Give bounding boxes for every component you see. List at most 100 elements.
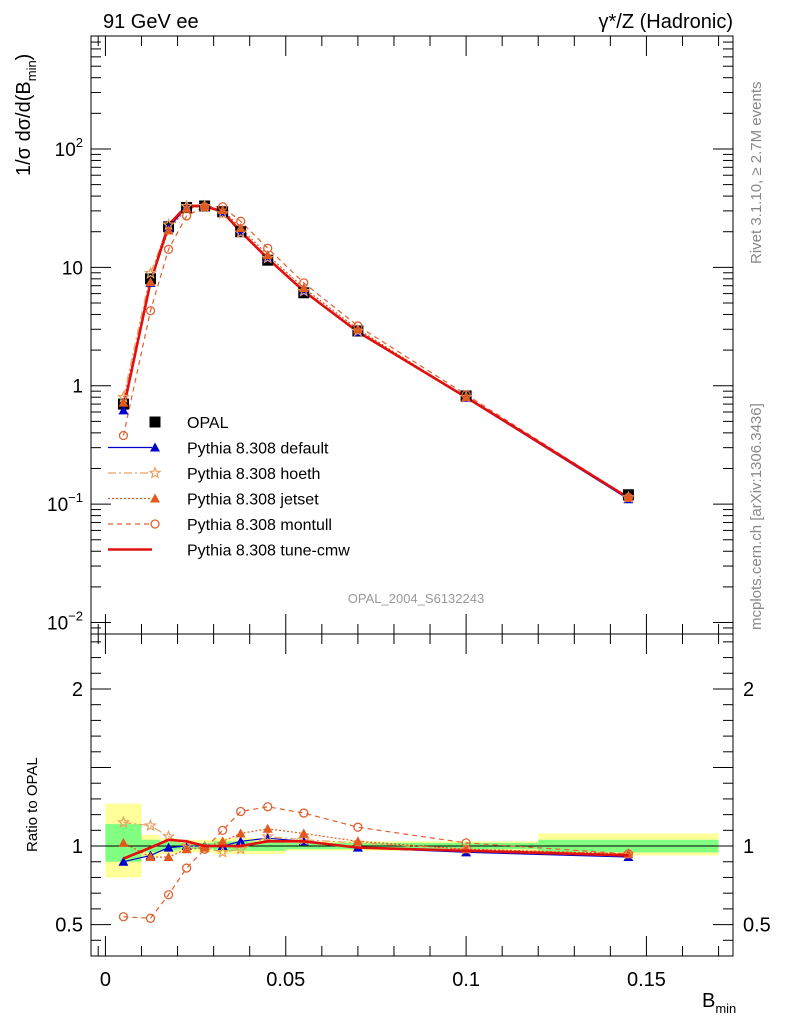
- legend-marker-default: [150, 442, 160, 452]
- rivet-version-label: Rivet 3.1.10, ≥ 2.7M events: [748, 82, 765, 265]
- main-point-default: [118, 405, 129, 415]
- ratio-y-tick-label-right-0: 0.5: [743, 915, 771, 937]
- ratio-point-jetset: [118, 837, 129, 847]
- legend-label-data: OPAL: [187, 415, 229, 432]
- legend-label-cmw: Pythia 8.308 tune-cmw: [187, 543, 350, 560]
- x-tick-label-0: 0: [100, 969, 111, 991]
- main-point-montull: [263, 243, 273, 253]
- analysis-watermark: OPAL_2004_S6132243: [348, 591, 484, 606]
- main-line-montull: [122, 206, 629, 498]
- main-point-montull: [353, 321, 363, 331]
- y-tick-label-main-0: 10−2: [47, 609, 83, 635]
- ratio-point-montull: [623, 849, 634, 859]
- ratio-point-hoeth: [216, 845, 230, 858]
- x-tick-label-3: 0.15: [627, 969, 666, 991]
- main-point-hoeth: [143, 266, 158, 279]
- ratio-point-montull: [353, 822, 363, 832]
- ratio-point-jetset: [262, 823, 273, 833]
- ratio-line-montull: [123, 806, 629, 919]
- main-point-montull: [217, 202, 228, 212]
- main-point-montull: [181, 211, 192, 221]
- ratio-y-tick-label-left-2: 2: [72, 679, 83, 701]
- ratio-point-default: [118, 856, 129, 866]
- ratio-point-montull: [299, 808, 309, 818]
- x-tick-label-1: 0.05: [266, 969, 305, 991]
- main-point-jetset: [145, 277, 156, 287]
- main-line-cmw: [122, 204, 630, 499]
- main-point-montull: [118, 430, 129, 441]
- ratio-point-hoeth: [261, 829, 275, 843]
- main-point-hoeth: [351, 324, 365, 337]
- ratio-point-default: [235, 836, 246, 846]
- ratio-point-montull: [461, 838, 471, 848]
- ratio-point-jetset: [181, 844, 192, 854]
- ratio-y-tick-label-left-1: 1: [72, 836, 83, 858]
- ratio-point-montull: [118, 912, 129, 922]
- legend-marker-data: [149, 416, 161, 428]
- main-point-montull: [145, 306, 156, 316]
- ratio-point-hoeth: [116, 815, 131, 829]
- y-tick-label-main-2: 1: [72, 377, 83, 398]
- ratio-point-jetset: [145, 852, 156, 862]
- ratio-line-cmw: [122, 838, 629, 860]
- ratio-point-jetset: [298, 828, 309, 838]
- main-point-montull: [199, 202, 210, 212]
- main-point-jetset: [181, 203, 192, 213]
- ratio-point-jetset: [217, 836, 228, 846]
- legend-label-hoeth: Pythia 8.308 hoeth: [187, 466, 320, 483]
- main-point-jetset: [199, 201, 210, 211]
- ratio-point-montull: [217, 825, 228, 835]
- main-point-jetset: [235, 223, 246, 233]
- ratio-point-hoeth: [143, 818, 158, 832]
- legend-marker-montull: [150, 519, 160, 529]
- main-point-hoeth: [261, 251, 275, 264]
- main-point-jetset: [118, 397, 129, 407]
- ratio-point-montull: [263, 802, 273, 812]
- main-point-montull: [623, 492, 634, 503]
- mcplots-label: mcplots.cern.ch [arXiv:1306.3436]: [748, 403, 765, 630]
- ratio-point-montull: [181, 863, 192, 873]
- ratio-point-default: [163, 842, 174, 852]
- legend-marker-jetset: [150, 493, 160, 503]
- main-series: [116, 199, 636, 504]
- main-point-jetset: [352, 324, 363, 334]
- y-tick-label-main-3: 10: [62, 258, 83, 279]
- main-point-montull: [236, 216, 246, 226]
- ratio-series: [116, 802, 636, 923]
- ratio-line-jetset: [123, 828, 629, 858]
- header-left: 91 GeV ee: [103, 11, 199, 33]
- ratio-y-tick-label-left-0: 0.5: [55, 915, 83, 937]
- ratio-point-montull: [145, 913, 156, 923]
- legend-label-default: Pythia 8.308 default: [187, 441, 329, 458]
- main-line-jetset: [122, 205, 629, 498]
- legend: OPAL Pythia 8.308 default Pythia 8.308 hoe…: [108, 415, 350, 560]
- ratio-panel-frame: [90, 633, 734, 957]
- ratio-point-montull: [163, 890, 174, 900]
- main-point-montull: [163, 244, 174, 254]
- legend-label-montull: Pythia 8.308 montull: [187, 517, 332, 534]
- main-point-jetset: [262, 250, 273, 260]
- ratio-point-jetset: [352, 836, 363, 846]
- main-point-jetset: [461, 392, 472, 402]
- legend-marker-hoeth: [148, 466, 162, 479]
- main-point-jetset: [623, 491, 634, 501]
- ratio-y-tick-label-right-2: 2: [743, 679, 754, 701]
- x-tick-label-2: 0.1: [452, 969, 480, 991]
- legend-label-jetset: Pythia 8.308 jetset: [187, 492, 319, 509]
- x-axis-title: Bmin: [702, 990, 736, 1016]
- main-point-jetset: [217, 205, 228, 215]
- ratio-point-jetset: [163, 852, 174, 862]
- y-tick-label-main-4: 102: [55, 135, 83, 161]
- header-right: γ*/Z (Hadronic): [599, 11, 733, 33]
- y-axis-title-ratio: Ratio to OPAL: [24, 757, 41, 852]
- ratio-uncertainty-bands: [105, 803, 719, 878]
- y-tick-label-main-1: 10−1: [47, 490, 83, 516]
- ratio-point-montull: [236, 806, 246, 817]
- main-point-montull: [461, 390, 471, 400]
- ratio-point-jetset: [235, 828, 246, 838]
- y-axis-title-main: 1/σ dσ/d(Bmin): [13, 54, 39, 176]
- main-point-montull: [299, 278, 309, 288]
- ratio-point-hoeth: [234, 842, 248, 855]
- main-point-jetset: [163, 225, 174, 235]
